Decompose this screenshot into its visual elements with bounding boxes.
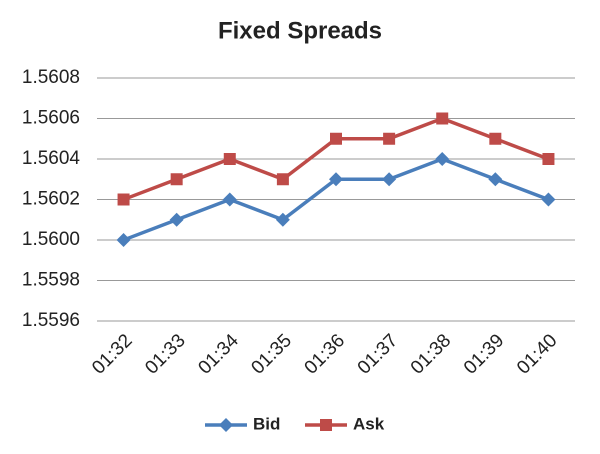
y-tick-label: 1.5600 [22,229,80,250]
legend-marker [219,418,233,432]
x-tick-label: 01:33 [141,330,189,378]
data-point [436,112,449,125]
data-point [116,233,131,247]
y-tick-label: 1.5608 [22,67,80,88]
data-point [170,173,183,186]
x-tick-label: 01:36 [301,330,349,378]
data-point [223,153,236,165]
y-tick-label: 1.5598 [22,270,80,291]
data-point [222,192,237,207]
y-tick-label: 1.5604 [22,148,81,169]
data-point [489,132,502,145]
data-point [541,192,556,207]
x-tick-label: 01:34 [194,330,243,379]
x-tick-label: 01:38 [407,330,455,378]
data-point [169,212,184,227]
x-tick-label: 01:40 [513,330,561,378]
x-tick-label: 01:35 [248,330,296,378]
data-point [542,153,555,165]
y-tick-label: 1.5596 [22,310,80,331]
data-point [329,172,343,187]
legend-marker [320,419,332,431]
y-tick-label: 1.5602 [22,189,80,210]
data-point [488,172,503,187]
data-point [275,212,290,227]
data-point [435,152,450,166]
x-tick-label: 01:37 [354,330,402,378]
data-point [117,193,130,206]
chart-title: Fixed Spreads [218,17,382,44]
legend-label: Ask [353,414,385,433]
x-tick-label: 01:39 [460,330,508,378]
data-point [382,172,397,187]
data-point [330,132,342,145]
y-tick-label: 1.5606 [22,108,80,129]
legend-label: Bid [253,414,280,433]
data-point [276,173,289,186]
data-point [383,132,396,145]
x-tick-label: 01:32 [88,330,136,378]
